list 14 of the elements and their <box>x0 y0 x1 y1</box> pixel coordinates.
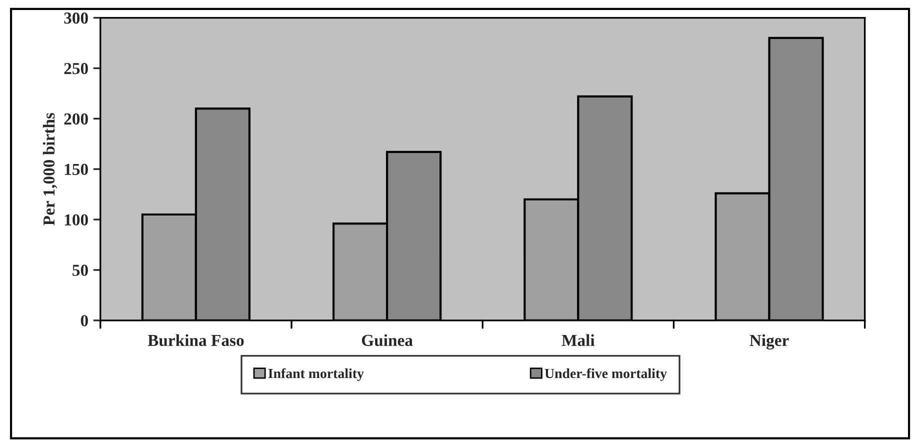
y-tick-label: 200 <box>64 113 88 125</box>
y-tick-label: 100 <box>64 214 88 226</box>
y-tick-label: 50 <box>72 264 88 276</box>
legend-label: Under-five mortality <box>544 368 667 382</box>
y-tick-label: 0 <box>80 315 88 326</box>
x-tick-label: Niger <box>750 334 789 350</box>
y-axis-title: Per 1,000 births <box>42 112 58 226</box>
y-tick-label: 250 <box>64 62 88 74</box>
y-tick-label: 300 <box>64 12 88 24</box>
x-tick-label: Guinea <box>362 334 413 346</box>
x-tick-label: Burkina Faso <box>148 334 244 346</box>
x-tick-label: Mali <box>562 334 595 346</box>
legend-label: Infant mortality <box>268 368 364 382</box>
y-tick-label: 150 <box>64 164 88 176</box>
